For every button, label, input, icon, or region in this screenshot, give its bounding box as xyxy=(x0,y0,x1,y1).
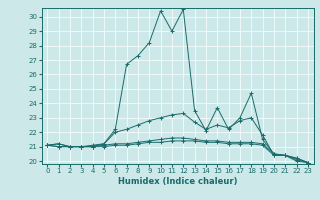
X-axis label: Humidex (Indice chaleur): Humidex (Indice chaleur) xyxy=(118,177,237,186)
